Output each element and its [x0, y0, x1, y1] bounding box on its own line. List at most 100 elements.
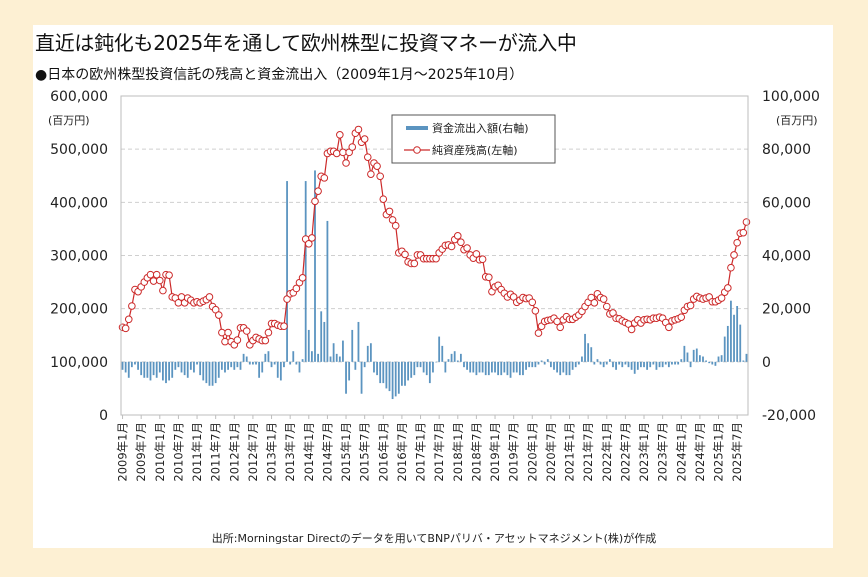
x-tick-label: 2024年1月 — [674, 422, 688, 482]
bar — [664, 361, 667, 365]
bar — [435, 361, 437, 363]
bar — [376, 361, 378, 376]
bar — [233, 361, 236, 370]
bar — [562, 361, 565, 373]
bar — [289, 361, 292, 365]
bar — [152, 361, 155, 376]
line-marker — [146, 270, 155, 279]
line-series — [118, 125, 751, 349]
bar — [158, 361, 161, 373]
bar — [270, 361, 273, 368]
bar — [193, 361, 195, 373]
bar — [491, 361, 493, 373]
bar — [549, 361, 552, 368]
line-marker — [124, 315, 133, 324]
x-tick-label: 2011年7月 — [209, 422, 223, 482]
x-tick-label: 2014年7月 — [320, 422, 334, 482]
bar — [155, 361, 158, 378]
line-marker — [388, 216, 397, 224]
right-axis-unit: (百万円) — [776, 114, 818, 127]
bar — [624, 361, 627, 365]
x-tick-label: 2010年1月 — [153, 422, 167, 482]
bar — [658, 361, 661, 368]
bar — [720, 355, 723, 362]
bar — [698, 355, 701, 362]
line-marker — [152, 270, 161, 279]
bar — [360, 361, 363, 394]
chart-title: 直近は鈍化も2025年を通して欧州株型に投資マネーが流入中 — [35, 31, 577, 55]
bar — [683, 345, 686, 362]
line-marker — [332, 149, 341, 158]
left-tick-label: 100,000 — [50, 355, 108, 371]
bar — [335, 353, 338, 362]
bar — [146, 361, 149, 378]
chart-subtitle: ●日本の欧州株型投資信託の残高と資金流出入（2009年1月～2025年10月） — [35, 67, 524, 83]
bar — [227, 361, 229, 370]
x-tick-label: 2015年7月 — [358, 422, 372, 482]
bar — [711, 361, 714, 365]
x-tick-label: 2020年1月 — [525, 422, 539, 482]
line-marker — [472, 250, 481, 258]
bar — [276, 361, 279, 378]
bar — [388, 361, 391, 392]
line-marker — [717, 294, 726, 302]
bar — [739, 324, 742, 362]
bar — [124, 361, 127, 373]
line-marker — [159, 286, 167, 295]
left-axis-unit: (百万円) — [48, 114, 90, 127]
bar — [432, 361, 434, 373]
bar — [314, 170, 316, 362]
right-tick-label: 80,000 — [762, 142, 811, 158]
bar — [189, 361, 192, 370]
bar — [130, 361, 133, 368]
bar — [407, 361, 410, 381]
bar — [605, 361, 608, 365]
x-tick-label: 2023年1月 — [637, 422, 651, 482]
line-marker — [280, 322, 288, 331]
x-tick-label: 2018年7月 — [469, 422, 483, 482]
bar — [705, 360, 707, 362]
bar — [255, 361, 257, 365]
bar — [680, 359, 683, 362]
x-tick-label: 2025年7月 — [730, 422, 744, 482]
bar — [202, 361, 205, 381]
bar — [671, 361, 673, 365]
bar — [326, 220, 329, 362]
bar — [463, 361, 465, 368]
line-marker — [730, 251, 738, 259]
bar — [487, 361, 490, 376]
x-tick-label: 2009年1月 — [116, 422, 130, 482]
bar — [726, 325, 729, 362]
bar — [245, 356, 248, 362]
bar — [742, 360, 745, 362]
line-marker — [742, 218, 751, 226]
bar — [134, 361, 136, 365]
line-marker — [478, 255, 487, 264]
bar — [528, 361, 531, 368]
bar — [652, 361, 655, 365]
bar — [515, 361, 518, 373]
x-tick-label: 2015年1月 — [339, 422, 353, 482]
bar — [279, 361, 282, 381]
bar — [459, 353, 462, 362]
line-marker — [155, 276, 164, 285]
bar — [242, 353, 245, 362]
line-marker — [367, 170, 375, 178]
line-marker — [463, 244, 471, 252]
bar — [621, 361, 624, 368]
bar — [425, 361, 428, 376]
bar — [497, 361, 500, 376]
bar — [484, 361, 487, 376]
chart-card — [33, 25, 833, 548]
bar — [310, 351, 313, 362]
bar — [503, 361, 506, 373]
line-marker — [733, 238, 741, 247]
bar — [674, 361, 676, 365]
bar — [571, 361, 574, 370]
bar — [397, 361, 400, 394]
bar — [286, 181, 288, 362]
bar — [649, 361, 652, 368]
line-marker — [149, 277, 158, 285]
bar — [450, 353, 453, 362]
